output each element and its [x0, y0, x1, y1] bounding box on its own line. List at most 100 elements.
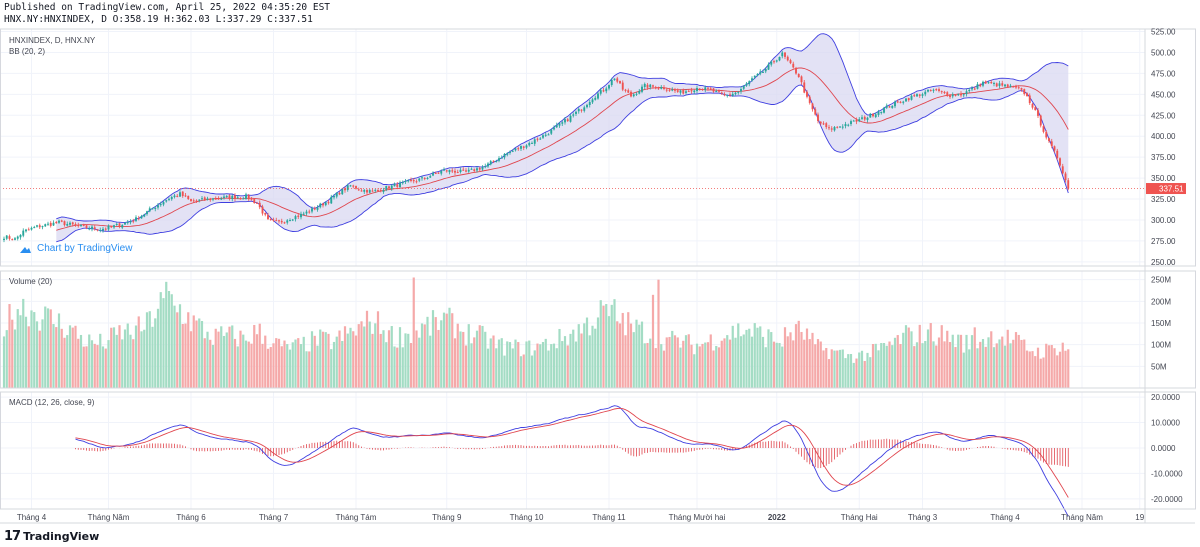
candle-body: [808, 96, 811, 103]
volume-bar: [484, 331, 487, 388]
candle-body: [278, 220, 280, 222]
volume-bar: [151, 326, 154, 388]
volume-bar: [1020, 339, 1023, 388]
volume-bar: [682, 340, 685, 388]
candle-body: [1009, 85, 1012, 87]
candle-body: [231, 195, 234, 200]
volume-bar: [250, 343, 253, 388]
tradingview-watermark[interactable]: Chart by TradingView: [18, 243, 132, 254]
candle-body: [1026, 93, 1028, 97]
price-axis-tick-label: 450.00: [1151, 90, 1176, 99]
volume-bar: [297, 338, 300, 388]
volume-bar: [242, 334, 245, 388]
candle-body: [33, 227, 36, 229]
candle-body: [74, 224, 77, 226]
volume-bar: [825, 347, 828, 388]
candle-body: [344, 188, 346, 191]
volume-bar: [165, 281, 168, 388]
volume-bar: [533, 350, 536, 388]
candle-body: [269, 219, 272, 221]
volume-bar: [814, 344, 817, 388]
volume-bar: [607, 316, 611, 388]
candle-body: [8, 236, 11, 239]
candle-body: [932, 89, 935, 91]
candle-body: [698, 88, 701, 90]
candle-body: [88, 228, 91, 230]
footer-brand[interactable]: 17 TradingView: [4, 528, 99, 544]
candle-body: [289, 220, 291, 222]
candle-body: [536, 138, 539, 140]
volume-bar: [470, 343, 473, 388]
candle-body: [107, 225, 110, 230]
candle-body: [346, 185, 349, 191]
candle-body: [632, 94, 635, 97]
volume-bar: [448, 307, 451, 388]
candle-body: [866, 117, 869, 120]
volume-bar: [173, 305, 176, 388]
candle-body: [22, 230, 25, 236]
candle-body: [412, 179, 415, 182]
volume-bar: [902, 332, 905, 388]
volume-bar: [99, 333, 102, 388]
candle-body: [619, 80, 621, 84]
volume-bar: [434, 317, 437, 388]
volume-axis-tick-label: 100M: [1151, 341, 1171, 350]
volume-bar: [866, 352, 869, 388]
volume-bar: [833, 350, 836, 388]
candle-body: [880, 111, 883, 113]
volume-bar: [305, 351, 308, 388]
candle-body: [352, 185, 355, 187]
volume-bar: [849, 354, 853, 388]
price-axis-tick-label: 525.00: [1151, 28, 1176, 37]
candle-body: [528, 142, 531, 146]
candle-body: [539, 138, 542, 140]
volume-bar: [189, 331, 193, 388]
volume-bar: [368, 321, 371, 388]
volume-bar: [726, 335, 729, 388]
volume-bar: [561, 341, 564, 388]
volume-bar: [547, 350, 550, 388]
volume-bar: [704, 342, 707, 388]
candle-body: [723, 94, 726, 96]
volume-axis-tick-label: 50M: [1151, 362, 1167, 371]
volume-bar: [968, 349, 971, 388]
volume-bar: [255, 334, 259, 388]
volume-bar: [291, 342, 294, 388]
candle-body: [151, 208, 154, 210]
volume-bar: [492, 335, 495, 388]
volume-bar: [423, 324, 426, 388]
volume-bar: [808, 339, 811, 388]
volume-bar: [767, 329, 770, 388]
candle-body: [49, 222, 52, 226]
candle-body: [300, 213, 302, 218]
candle-body: [949, 95, 951, 98]
volume-bar: [929, 323, 932, 388]
volume-bar: [599, 300, 602, 388]
volume-bar: [778, 343, 781, 388]
candle-body: [374, 189, 377, 191]
volume-bar: [525, 341, 528, 388]
volume-bar: [16, 309, 19, 388]
candle-body: [960, 93, 962, 96]
volume-bar: [123, 329, 127, 388]
candle-body: [544, 134, 547, 136]
candle-body: [459, 169, 462, 172]
volume-bar: [52, 324, 55, 388]
candle-body: [470, 168, 473, 170]
candle-body: [203, 197, 206, 201]
candle-body: [492, 160, 495, 162]
candle-body: [547, 134, 550, 136]
volume-bar: [753, 323, 756, 388]
volume-bar: [390, 326, 393, 388]
bb-upper-line: [56, 33, 1069, 223]
candle-body: [982, 81, 984, 86]
candle-body: [679, 90, 682, 93]
candle-body: [726, 94, 729, 96]
candle-body: [239, 198, 242, 200]
candle-body: [852, 120, 855, 122]
volume-bar: [684, 335, 688, 388]
candle-body: [217, 198, 220, 200]
candle-body: [995, 83, 998, 87]
candle-body: [443, 169, 445, 171]
